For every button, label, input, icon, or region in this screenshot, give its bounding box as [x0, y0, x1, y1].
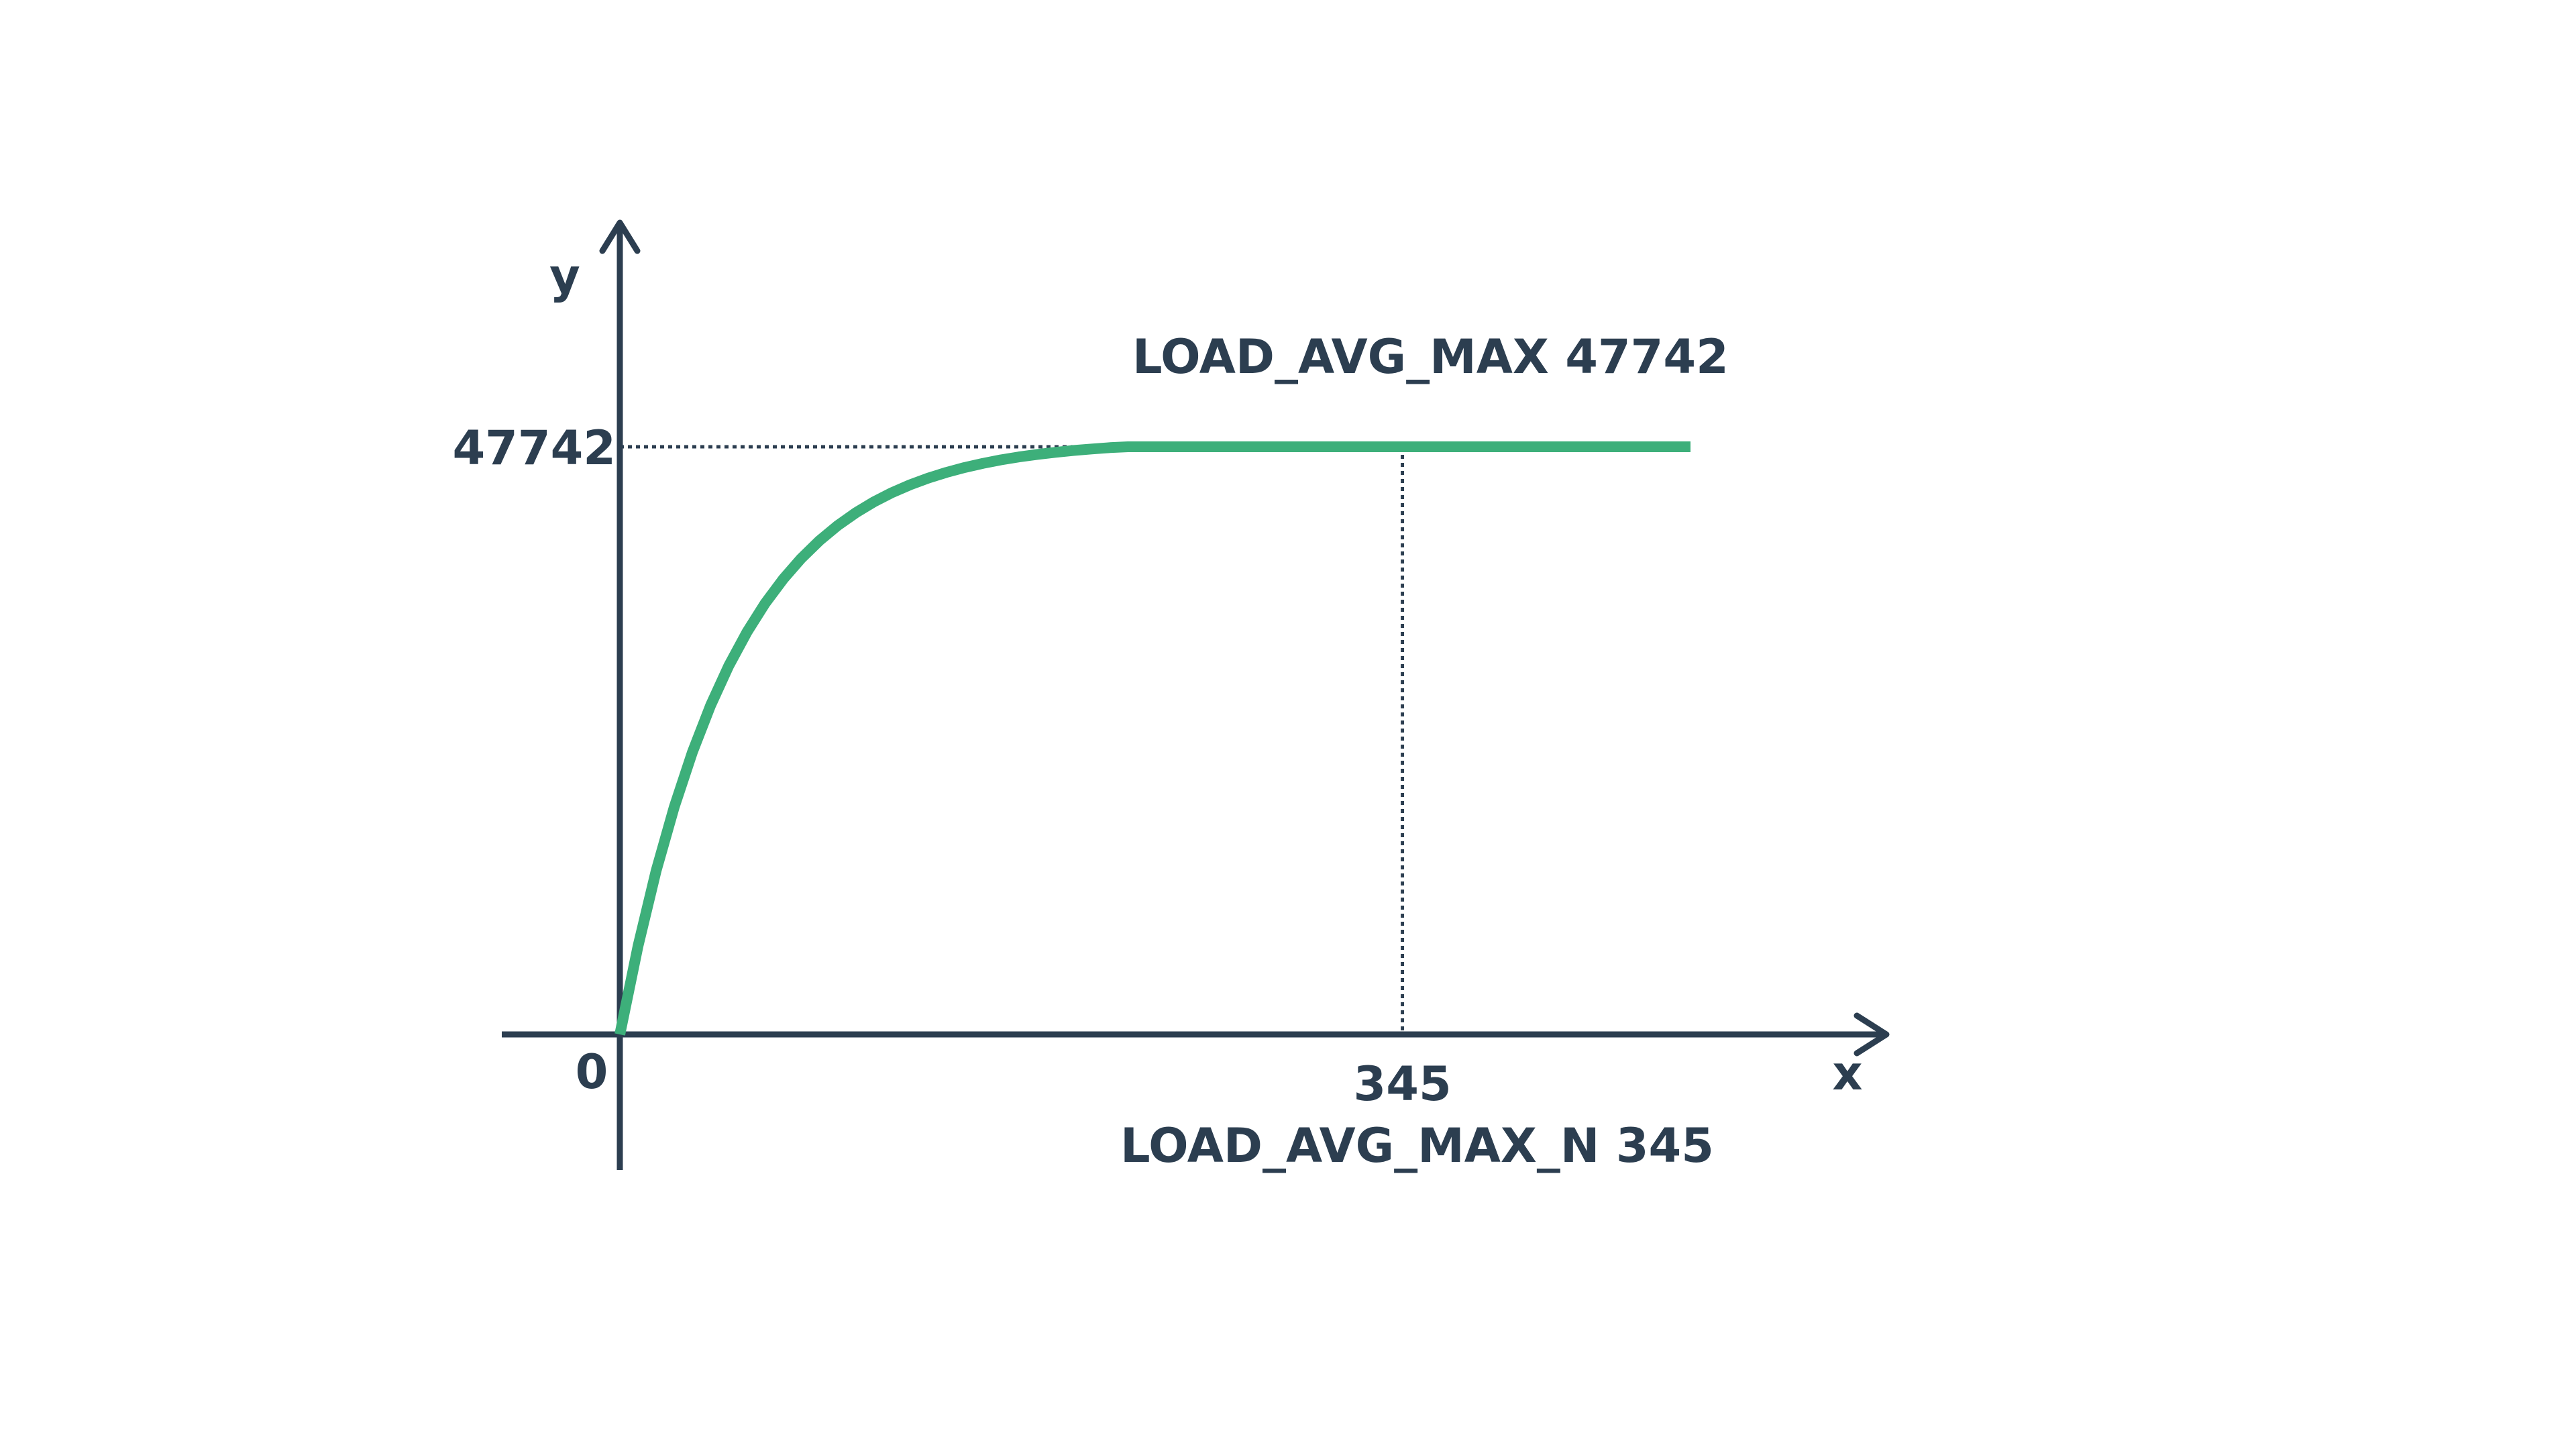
- load-avg-curve: [614, 441, 1690, 1036]
- x-tick-label: 345: [1354, 1057, 1452, 1112]
- x-axis-label: x: [1832, 1046, 1862, 1101]
- x-axis-arrow: [1854, 1012, 1890, 1057]
- load-avg-max-n-annotation: LOAD_AVG_MAX_N 345: [1120, 1118, 1714, 1173]
- y-axis-arrow: [599, 219, 641, 254]
- y-axis-label: y: [549, 249, 580, 304]
- y-tick-label: 47742: [452, 421, 616, 476]
- origin-label: 0: [576, 1044, 608, 1099]
- load-avg-max-annotation: LOAD_AVG_MAX 47742: [1132, 329, 1729, 384]
